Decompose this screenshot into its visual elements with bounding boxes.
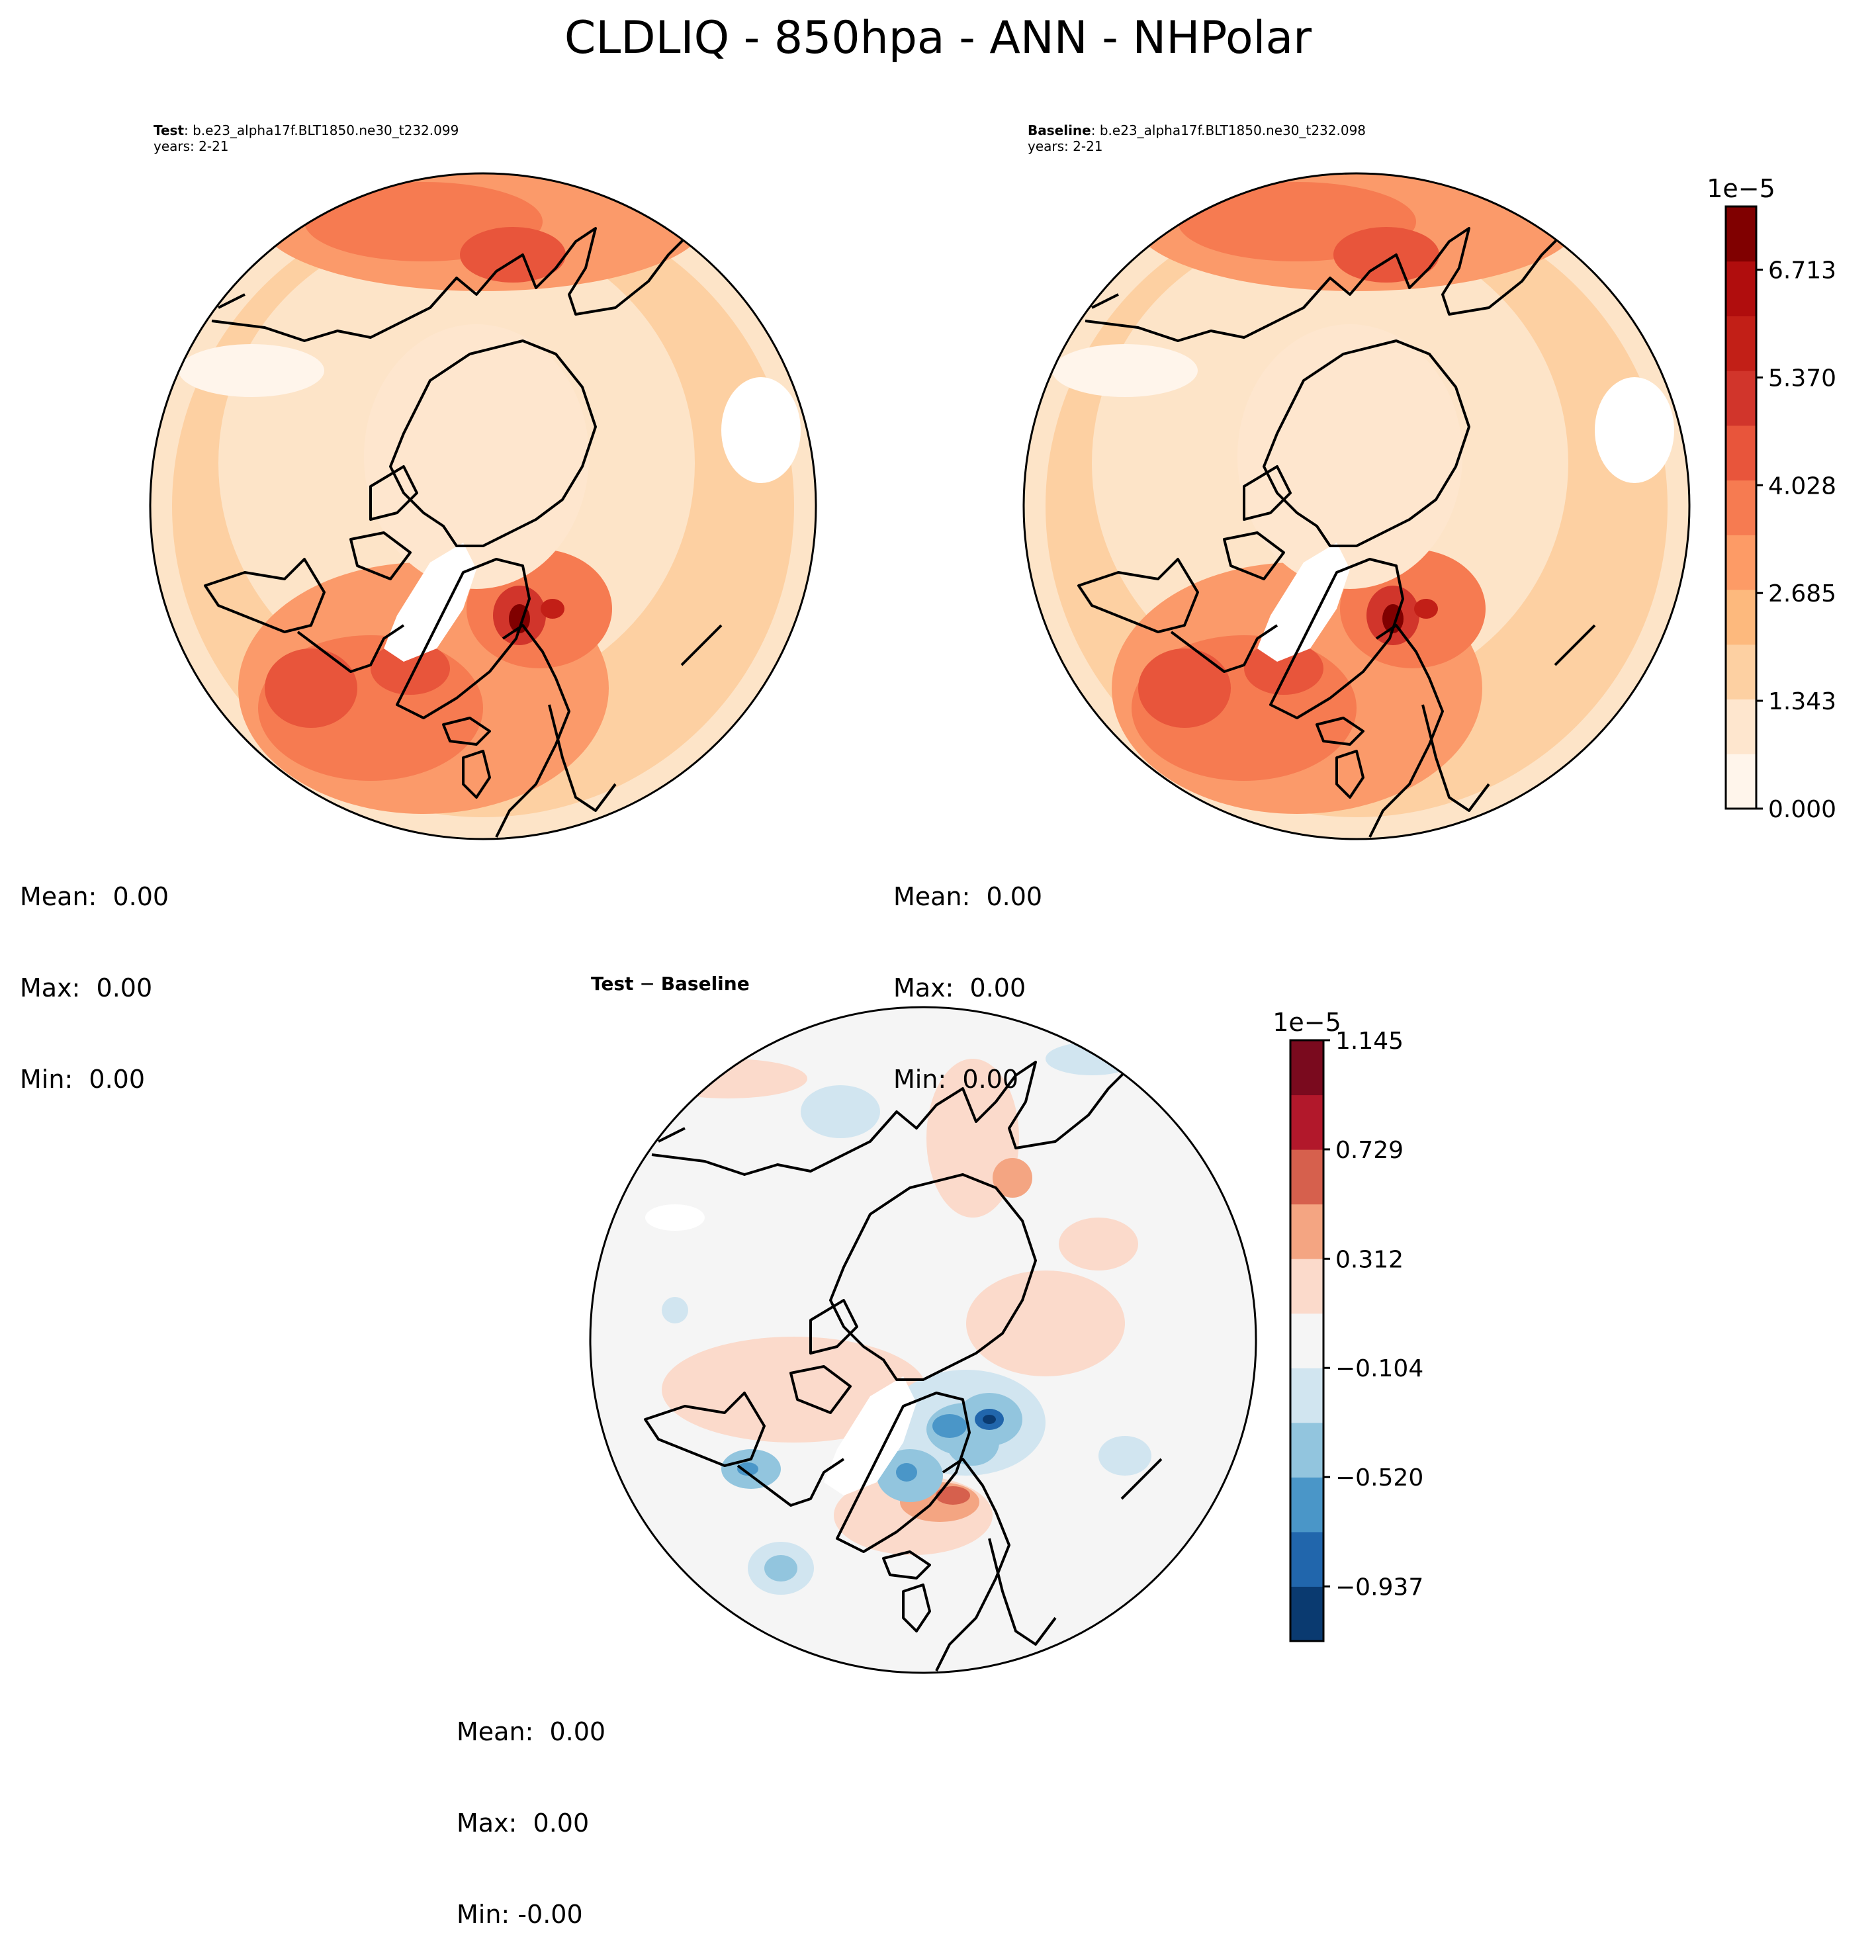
colorbar-reds-segment — [1726, 480, 1756, 535]
diff-max: Max: 0.00 — [457, 1808, 590, 1838]
colorbar-rdbu-segment — [1290, 1149, 1323, 1205]
figure-title: CLDLIQ - 850hpa - ANN - NHPolar — [564, 12, 1312, 64]
colorbar-reds-segment — [1726, 371, 1756, 426]
test-years: years: 2-21 — [154, 138, 229, 154]
colorbar-rdbu-segment — [1290, 1040, 1323, 1096]
baseline-subtitle: Baseline: b.e23_alpha17f.BLT1850.ne30_t2… — [1028, 122, 1366, 154]
colorbar-rdbu-frame — [1289, 1039, 1325, 1642]
colorbar-reds-segment — [1726, 425, 1756, 481]
diff-map — [589, 1006, 1257, 1674]
colorbar-rdbu-exponent-label: 1e−5 — [1273, 1008, 1341, 1037]
baseline-max: Max: 0.00 — [893, 973, 1026, 1002]
test-label: Test — [154, 122, 185, 138]
diff-subtitle: Test − Baseline — [591, 973, 750, 995]
baseline-label: Baseline — [1028, 122, 1091, 138]
colorbar-reds-segment — [1726, 590, 1756, 645]
colorbar-reds-tick-label: 4.028 — [1768, 472, 1836, 500]
colorbar-reds-tick-label: 5.370 — [1768, 365, 1836, 392]
colorbar-rdbu-segment — [1290, 1422, 1323, 1478]
baseline-years: years: 2-21 — [1028, 138, 1103, 154]
test-min: Min: 0.00 — [20, 1065, 145, 1094]
colorbar-rdbu-tick-label: 0.729 — [1335, 1137, 1404, 1164]
colorbar-reds-segment — [1726, 754, 1756, 809]
colorbar-rdbu-tick-label: 1.145 — [1335, 1028, 1404, 1055]
colorbar-rdbu-tick-label: 0.312 — [1335, 1246, 1404, 1273]
colorbar-reds-segment — [1726, 316, 1756, 371]
baseline-stats: Mean: 0.00 Max: 0.00 Min: 0.00 — [893, 821, 1042, 1125]
colorbar-rdbu-tick-label: −0.937 — [1335, 1574, 1423, 1601]
colorbar-reds-segment — [1726, 206, 1756, 262]
baseline-mean: Mean: 0.00 — [893, 882, 1043, 911]
colorbar-reds-tick-label: 1.343 — [1768, 688, 1836, 715]
colorbar-reds-frame — [1724, 205, 1758, 810]
test-case-name: : b.e23_alpha17f.BLT1850.ne30_t232.099 — [184, 122, 459, 138]
colorbar-rdbu-segment — [1290, 1368, 1323, 1423]
diff-label-test: Test — [591, 973, 634, 995]
colorbar-rdbu-segment — [1290, 1586, 1323, 1642]
colorbar-reds-tick-label: 2.685 — [1768, 580, 1836, 607]
colorbar-reds-tick-label: 6.713 — [1768, 257, 1836, 284]
test-max: Max: 0.00 — [20, 973, 153, 1002]
diff-label-operator: − — [633, 973, 661, 995]
colorbar-rdbu-segment — [1290, 1531, 1323, 1587]
colorbar-rdbu-segment — [1290, 1204, 1323, 1259]
colorbar-rdbu-tick-label: −0.520 — [1335, 1464, 1423, 1492]
colorbar-reds-tick-label: 0.000 — [1768, 796, 1836, 823]
test-subtitle: Test: b.e23_alpha17f.BLT1850.ne30_t232.0… — [154, 122, 459, 154]
colorbar-rdbu-tick-label: −0.104 — [1335, 1355, 1423, 1382]
colorbar-rdbu-segment — [1290, 1259, 1323, 1314]
colorbar-rdbu-segment — [1290, 1313, 1323, 1368]
colorbar-reds-segment — [1726, 699, 1756, 754]
baseline-map — [1022, 172, 1691, 840]
diff-mean: Mean: 0.00 — [457, 1717, 606, 1746]
baseline-min: Min: 0.00 — [893, 1065, 1018, 1094]
test-map — [149, 172, 817, 840]
colorbar-reds-segment — [1726, 261, 1756, 316]
colorbar-rdbu: 1.145 0.729 0.312 −0.104 −0.520 −0.937 1e−5 — [1273, 1008, 1423, 1642]
colorbar-reds-exponent-label: 1e−5 — [1707, 174, 1775, 203]
colorbar-rdbu-segment — [1290, 1477, 1323, 1533]
colorbar-reds: 0.000 1.343 2.685 4.028 5.370 6.713 1e−5 — [1707, 174, 1836, 823]
diff-stats: Mean: 0.00 Max: 0.00 Min: -0.00 — [457, 1656, 605, 1960]
test-stats: Mean: 0.00 Max: 0.00 Min: 0.00 — [20, 821, 169, 1125]
baseline-case-name: : b.e23_alpha17f.BLT1850.ne30_t232.098 — [1091, 122, 1366, 138]
colorbar-rdbu-segment — [1290, 1094, 1323, 1150]
diff-label-baseline: Baseline — [660, 973, 750, 995]
test-mean: Mean: 0.00 — [20, 882, 169, 911]
diff-min: Min: -0.00 — [457, 1900, 583, 1929]
colorbar-reds-segment — [1726, 535, 1756, 590]
colorbar-reds-segment — [1726, 644, 1756, 700]
figure-canvas: 0.000 1.343 2.685 4.028 5.370 6.713 1e−5 1.145… — [149, 172, 1836, 1674]
